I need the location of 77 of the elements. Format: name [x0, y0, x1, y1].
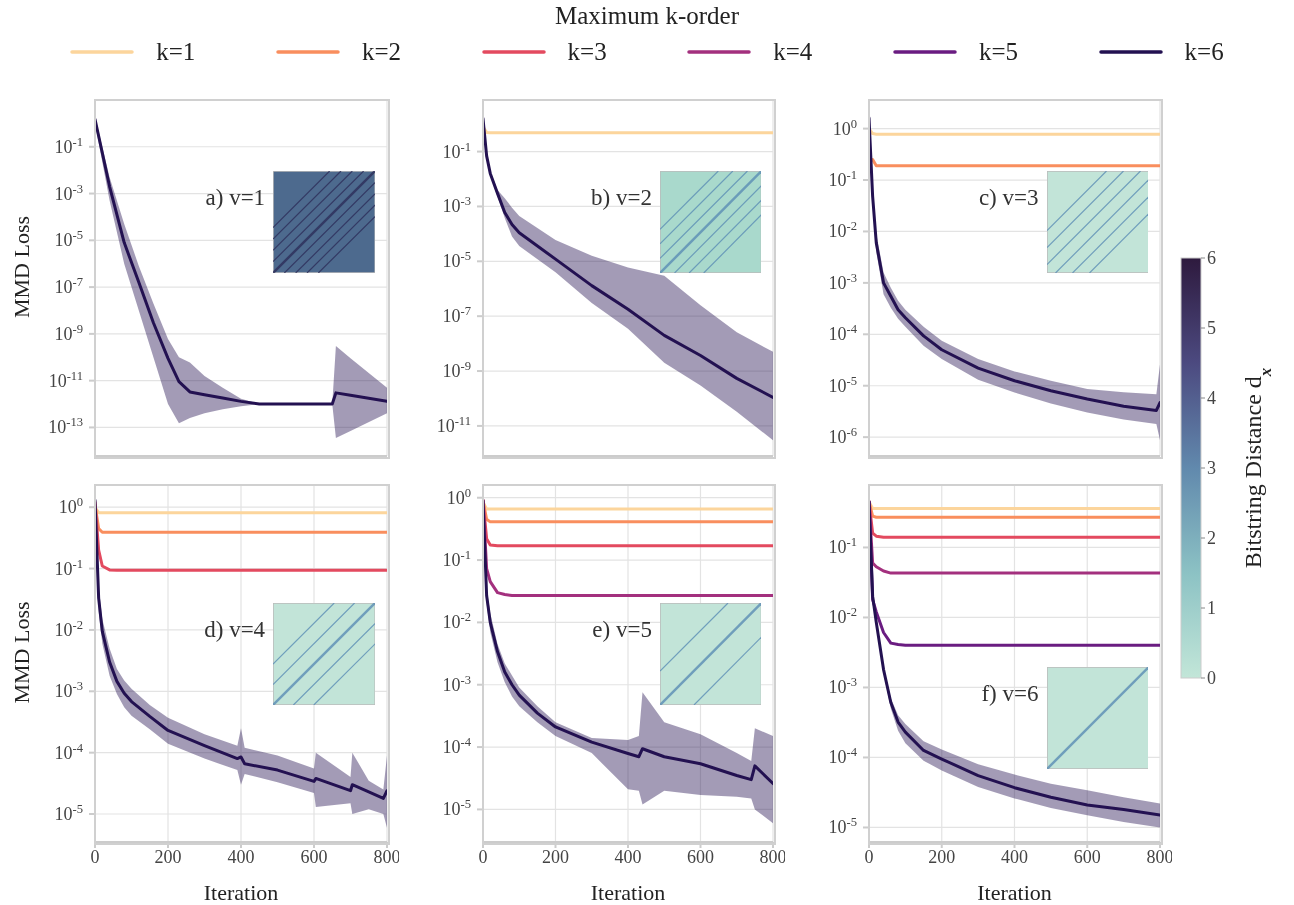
y-tick-label: 10$^{-5}$ [54, 228, 83, 251]
x-tick-label: 600 [300, 846, 328, 867]
x-tick-label: 800 [759, 846, 787, 867]
color-bar-label: 2 [1207, 528, 1216, 548]
x-tick-label: 0 [864, 846, 874, 867]
color-bar-label: 3 [1207, 458, 1216, 478]
y-tick-label: 10$^{-1}$ [442, 139, 471, 162]
y-tick-label: 10$^{-1}$ [54, 556, 83, 579]
x-tick-label: 600 [1073, 846, 1101, 867]
annotation: f) v=6 [980, 681, 1039, 708]
color-bar-label: 6 [1207, 248, 1216, 268]
y-tick-label: 10$^{-4}$ [828, 322, 858, 345]
x-tick-label: 400 [1001, 846, 1028, 867]
y-tick-label: 10$^{-9}$ [442, 359, 471, 382]
x-tick-label: 200 [154, 846, 182, 867]
legend-label: k=6 [1184, 38, 1224, 66]
y-tick-label: 10$^{-7}$ [442, 304, 471, 327]
y-tick-label: 10$^{-3}$ [442, 194, 471, 217]
color-bar-label: 4 [1207, 388, 1216, 408]
y-tick-label: 10$^{-3}$ [828, 270, 857, 293]
color-bar-label: 1 [1207, 598, 1216, 618]
x-axis-title: Iteration [977, 880, 1052, 905]
x-tick-label: 200 [928, 846, 956, 867]
x-tick-label: 600 [687, 846, 714, 867]
y-tick-label: 10$^{-2}$ [54, 617, 83, 640]
x-axis-title: Iteration [203, 880, 279, 905]
x-tick-label: 400 [227, 846, 255, 867]
y-tick-label: 10$^{-6}$ [828, 425, 857, 448]
y-tick-label: 10$^{0}$ [446, 485, 471, 508]
annotation: e) v=5 [591, 616, 652, 643]
y-tick-label: 10$^{0}$ [832, 116, 857, 139]
y-tick-label: 10$^{-11}$ [436, 413, 471, 436]
y-tick-label: 10$^{-3}$ [54, 181, 83, 204]
legend-label: k=4 [773, 38, 813, 66]
y-tick-label: 10$^{-1}$ [828, 168, 857, 191]
y-tick-label: 10$^{-1}$ [442, 548, 471, 571]
x-axis-title: Iteration [590, 880, 666, 905]
annotation: b) v=2 [590, 185, 652, 212]
legend-title: Maximum k-order [554, 2, 740, 30]
annotation: a) v=1 [204, 185, 266, 212]
y-tick-label: 10$^{-5}$ [442, 249, 471, 272]
y-tick-label: 10$^{-9}$ [54, 321, 83, 344]
y-tick-label: 10$^{-1}$ [54, 134, 83, 157]
y-tick-label: 10$^{-7}$ [54, 275, 83, 298]
color-bar-label: 5 [1207, 318, 1216, 338]
annotation: c) v=3 [977, 185, 1039, 212]
legend-label: k=5 [978, 38, 1018, 66]
y-tick-label: 10$^{-2}$ [442, 610, 471, 633]
x-tick-label: 0 [478, 846, 488, 867]
y-tick-label: 10$^{0}$ [58, 495, 83, 518]
y-tick-label: 10$^{-2}$ [828, 219, 857, 242]
annotation: d) v=4 [203, 616, 266, 643]
color-bar-label: 0 [1207, 668, 1216, 688]
y-tick-label: 10$^{-3}$ [54, 679, 83, 702]
y-tick-label: 10$^{-4}$ [54, 740, 84, 763]
y-tick-label: 10$^{-3}$ [828, 675, 857, 698]
y-tick-label: 10$^{-4}$ [442, 735, 472, 758]
x-tick-label: 800 [1146, 846, 1174, 867]
y-tick-label: 10$^{-1}$ [828, 535, 857, 558]
y-axis-title: MMD Loss [8, 601, 34, 704]
x-tick-label: 800 [373, 846, 401, 867]
y-tick-label: 10$^{-5}$ [442, 797, 471, 820]
x-tick-label: 0 [90, 846, 100, 867]
y-tick-label: 10$^{-5}$ [828, 373, 857, 396]
legend-label: k=1 [156, 38, 196, 66]
y-tick-label: 10$^{-3}$ [442, 672, 471, 695]
legend-label: k=2 [361, 38, 402, 66]
y-axis-title: MMD Loss [8, 215, 34, 318]
y-tick-label: 10$^{-5}$ [828, 815, 857, 838]
y-tick-label: 10$^{-11}$ [48, 368, 83, 391]
y-tick-label: 10$^{-2}$ [828, 605, 857, 628]
y-tick-label: 10$^{-5}$ [54, 802, 83, 825]
x-tick-label: 400 [614, 846, 642, 867]
y-tick-label: 10$^{-13}$ [48, 415, 83, 438]
y-tick-label: 10$^{-4}$ [828, 745, 858, 768]
x-tick-label: 200 [542, 846, 569, 867]
legend-label: k=3 [567, 38, 607, 66]
